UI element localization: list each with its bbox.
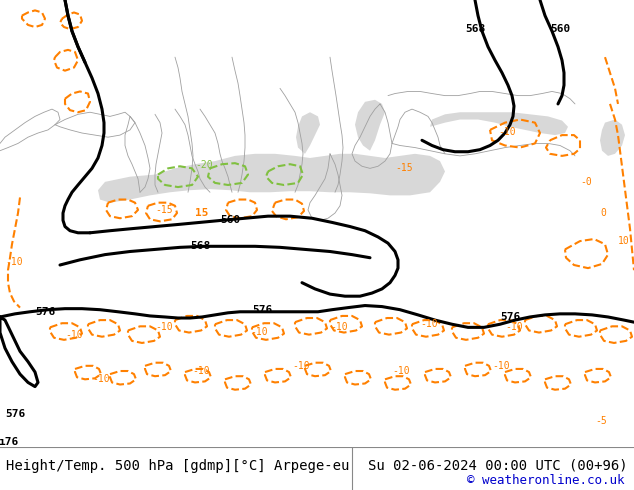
- Text: -10: -10: [65, 330, 82, 340]
- Polygon shape: [296, 112, 320, 154]
- Text: 576: 576: [500, 312, 520, 322]
- Text: 10: 10: [618, 236, 630, 246]
- Text: -10: -10: [505, 322, 522, 333]
- Polygon shape: [98, 154, 445, 203]
- Text: -10: -10: [155, 322, 172, 333]
- Polygon shape: [600, 120, 625, 156]
- Text: -15: -15: [155, 205, 172, 215]
- Text: 568: 568: [190, 241, 210, 251]
- Polygon shape: [355, 100, 385, 151]
- Text: 568: 568: [465, 24, 485, 34]
- Text: 15: 15: [195, 208, 209, 218]
- Text: -10: -10: [392, 366, 410, 376]
- Text: -10: -10: [420, 319, 437, 329]
- Text: 560: 560: [550, 24, 570, 34]
- Text: © weatheronline.co.uk: © weatheronline.co.uk: [467, 473, 624, 487]
- Text: -10: -10: [498, 127, 515, 137]
- Text: -10: -10: [92, 374, 110, 385]
- Text: -10: -10: [292, 361, 309, 371]
- Text: 576: 576: [252, 305, 272, 315]
- Polygon shape: [430, 112, 568, 135]
- Text: 0: 0: [600, 208, 606, 218]
- Text: 560: 560: [220, 215, 240, 225]
- Text: -15: -15: [395, 164, 413, 173]
- Text: 576: 576: [35, 307, 55, 317]
- Text: -10: -10: [492, 361, 510, 371]
- Text: -0: -0: [580, 177, 592, 187]
- Text: 576: 576: [5, 409, 25, 418]
- Text: -5: -5: [595, 416, 607, 426]
- Text: -10: -10: [330, 322, 347, 333]
- Text: -10: -10: [192, 366, 210, 376]
- Text: -20: -20: [195, 160, 212, 171]
- Text: Su 02-06-2024 00:00 UTC (00+96): Su 02-06-2024 00:00 UTC (00+96): [368, 459, 628, 473]
- Text: Height/Temp. 500 hPa [gdmp][°C] Arpege-eu: Height/Temp. 500 hPa [gdmp][°C] Arpege-e…: [6, 459, 350, 473]
- Text: -10: -10: [5, 257, 23, 267]
- Text: ı76: ı76: [0, 437, 18, 447]
- Text: -10: -10: [250, 327, 268, 337]
